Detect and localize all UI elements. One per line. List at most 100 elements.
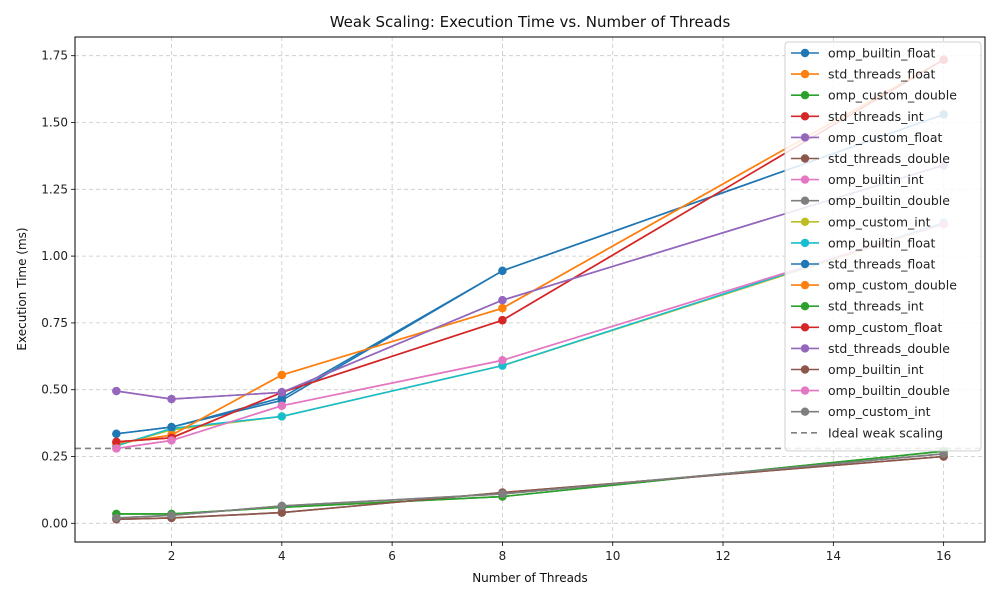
legend-marker <box>800 175 810 184</box>
legend-label: omp_custom_double <box>828 88 957 103</box>
legend-marker <box>800 112 810 121</box>
legend: omp_builtin_float std_threads_float omp_cu… <box>784 41 982 452</box>
legend-item: omp_builtin_int <box>791 172 924 187</box>
data-point <box>939 449 948 459</box>
y-tick-label: 0.00 <box>41 516 68 530</box>
plot-frame <box>74 36 986 543</box>
legend-item: Ideal weak scaling <box>791 425 943 440</box>
legend-label: omp_builtin_double <box>828 383 950 398</box>
data-point <box>498 295 507 305</box>
y-axis-title: Execution Time (ms) <box>15 227 29 350</box>
data-point <box>277 388 287 397</box>
legend-marker <box>800 91 810 100</box>
y-tick-label: 1.25 <box>41 182 68 196</box>
series-layer <box>112 55 948 524</box>
legend-marker <box>800 302 810 311</box>
data-point <box>277 401 287 410</box>
data-point <box>498 356 507 365</box>
data-point <box>498 266 507 275</box>
legend-label: omp_builtin_int <box>828 172 924 187</box>
data-point <box>498 316 507 325</box>
legend-item: std_threads_double <box>791 341 950 356</box>
data-point <box>167 394 176 404</box>
y-tick-label: 1.00 <box>41 249 68 263</box>
y-tick-label: 1.75 <box>41 49 68 63</box>
legend-marker <box>800 48 810 58</box>
legend-marker <box>800 69 810 79</box>
legend-label: omp_builtin_double <box>828 193 950 208</box>
legend-label: std_threads_int <box>828 299 924 314</box>
y-tick-label: 0.50 <box>41 383 68 397</box>
x-tick-label: 14 <box>826 549 841 563</box>
legend-item: omp_builtin_int <box>791 362 924 377</box>
data-point <box>277 370 287 380</box>
y-axis: 0.00 0.25 0.50 0.75 1.00 1.25 1.50 1.75 <box>41 49 75 530</box>
legend-item: omp_custom_double <box>791 88 957 103</box>
x-tick-label: 16 <box>936 549 951 563</box>
legend-marker <box>800 323 810 332</box>
data-point <box>167 511 176 520</box>
legend-item: std_threads_float <box>791 67 936 82</box>
legend-item: omp_builtin_float <box>791 46 936 61</box>
data-point <box>112 429 121 438</box>
legend-item: omp_custom_int <box>791 404 931 419</box>
legend-label: omp_custom_float <box>828 320 942 335</box>
legend-item: std_threads_int <box>791 299 924 314</box>
legend-item: std_threads_float <box>791 257 936 272</box>
x-tick-label: 2 <box>168 549 176 563</box>
legend-label: std_threads_int <box>828 109 924 124</box>
chart-title: Weak Scaling: Execution Time vs. Number … <box>330 13 731 31</box>
legend-box <box>784 41 982 452</box>
legend-item: omp_custom_float <box>791 130 942 145</box>
y-tick-label: 1.50 <box>41 116 68 130</box>
legend-marker <box>800 365 810 374</box>
legend-label: std_threads_double <box>828 151 950 166</box>
data-point <box>112 513 121 523</box>
data-point <box>277 412 287 421</box>
legend-label: std_threads_float <box>828 67 936 82</box>
legend-label: omp_builtin_float <box>828 46 936 61</box>
data-point <box>167 436 176 445</box>
legend-marker <box>800 154 810 163</box>
x-tick-label: 8 <box>499 549 507 563</box>
x-tick-label: 6 <box>388 549 396 563</box>
legend-label: omp_custom_int <box>828 404 931 419</box>
legend-marker <box>800 196 810 205</box>
data-point <box>277 508 287 517</box>
x-tick-label: 4 <box>278 549 286 563</box>
legend-marker <box>800 133 810 142</box>
legend-marker <box>800 344 810 353</box>
legend-item: std_threads_double <box>791 151 950 166</box>
data-point <box>112 386 121 396</box>
y-tick-label: 0.25 <box>41 449 68 463</box>
legend-label: std_threads_float <box>828 257 936 272</box>
legend-marker <box>800 238 810 248</box>
x-tick-label: 10 <box>605 549 620 563</box>
legend-item: omp_builtin_double <box>791 383 950 398</box>
legend-label: std_threads_double <box>828 341 950 356</box>
legend-marker <box>800 407 810 416</box>
series-omp_custom_int <box>112 449 948 523</box>
legend-label: omp_builtin_int <box>828 362 924 377</box>
legend-item: omp_builtin_double <box>791 193 950 208</box>
y-tick-label: 0.75 <box>41 316 68 330</box>
legend-item: omp_custom_double <box>791 278 957 293</box>
legend-marker <box>800 386 810 395</box>
legend-item: omp_custom_float <box>791 320 942 335</box>
data-point <box>167 422 176 432</box>
legend-label: Ideal weak scaling <box>828 425 943 440</box>
x-axis: 2 4 6 8 10 12 14 16 <box>168 542 951 563</box>
legend-item: omp_custom_int <box>791 214 931 229</box>
data-point <box>112 437 121 447</box>
x-axis-title: Number of Threads <box>472 571 588 585</box>
data-point <box>498 489 507 499</box>
legend-label: omp_builtin_float <box>828 235 936 250</box>
x-tick-label: 12 <box>715 549 730 563</box>
legend-item: omp_builtin_float <box>791 235 936 250</box>
data-point <box>277 501 287 511</box>
series-std_threads_double <box>112 161 948 404</box>
legend-marker <box>800 259 810 269</box>
legend-item: std_threads_int <box>791 109 924 124</box>
legend-label: omp_custom_double <box>828 278 957 293</box>
